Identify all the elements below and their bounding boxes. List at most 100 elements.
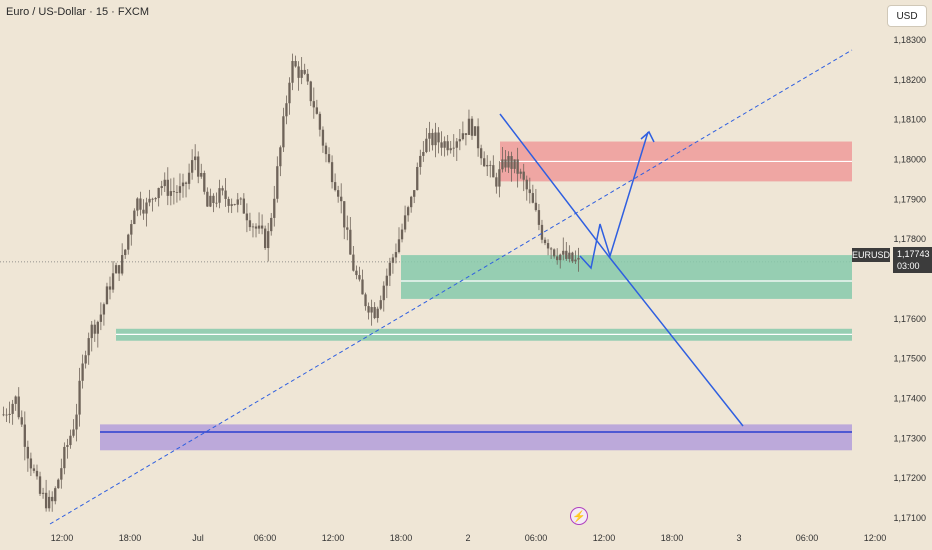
candle-body [194, 156, 197, 161]
candle-body [163, 179, 166, 187]
candle-body [568, 252, 571, 259]
candle-body [245, 213, 249, 221]
candle-body [44, 492, 48, 509]
candle-body [516, 159, 519, 174]
y-tick-label: 1,17500 [893, 354, 926, 364]
y-tick-label: 1,17800 [893, 234, 926, 244]
candle-body [552, 249, 556, 257]
candle-body [330, 162, 334, 183]
candle-body [206, 191, 209, 207]
candle-body [422, 152, 425, 156]
candle-body [473, 126, 477, 136]
candle-body [111, 273, 115, 290]
candle-body [498, 169, 501, 187]
zone-purple [100, 424, 852, 451]
candle-body [303, 69, 306, 74]
candle-body [400, 229, 404, 240]
candle-body [288, 82, 291, 104]
candle-body [373, 307, 376, 319]
candle-body [41, 492, 45, 494]
y-axis: 1,18300 1,18200 1,18100 1,18000 1,17900 1,178… [893, 35, 926, 523]
candle-body [306, 73, 309, 82]
candle-body [546, 243, 550, 249]
candle-body [81, 363, 84, 381]
x-tick-label: 18:00 [390, 533, 413, 543]
y-tick-label: 1,18200 [893, 75, 926, 85]
x-tick-label: 06:00 [254, 533, 277, 543]
trend-line [49, 49, 853, 525]
candle-body [166, 179, 169, 196]
candle-body [543, 239, 547, 244]
candle-body [130, 224, 133, 235]
candle-body [102, 304, 106, 315]
candle-body [105, 286, 109, 305]
candle-body [321, 129, 325, 146]
candle-body [449, 148, 452, 151]
candle-body [504, 159, 507, 168]
candle-body [181, 182, 185, 187]
candle-body [528, 189, 531, 194]
candle-body [154, 198, 157, 200]
candle-body [349, 229, 352, 255]
y-tick-label: 1,18100 [893, 115, 926, 125]
candle-body [66, 445, 69, 447]
candle-body [184, 182, 188, 184]
candle-body [8, 413, 11, 415]
candle-body [507, 156, 510, 168]
candle-body [534, 202, 538, 211]
candle-body [340, 196, 343, 202]
candle-body [382, 285, 385, 301]
candle-body [197, 156, 200, 177]
candle-body [410, 196, 413, 208]
candle-body [367, 306, 370, 313]
candle-body [242, 198, 246, 214]
candle-body [78, 380, 81, 415]
candle-body [352, 254, 355, 271]
candle-body [187, 172, 191, 184]
y-tick-label: 1,17900 [893, 194, 926, 204]
candle-body [486, 164, 489, 167]
candle-body [60, 468, 63, 480]
candle-body [370, 307, 373, 313]
candle-body [212, 195, 215, 204]
candle-body [5, 414, 8, 416]
candle-body [461, 133, 465, 140]
lightning-icon[interactable]: ⚡ [570, 507, 588, 525]
candle-body [230, 204, 233, 206]
candle-body [443, 141, 446, 148]
candle-body [127, 234, 130, 250]
zone-demand [401, 255, 852, 299]
candle-body [133, 210, 136, 225]
candle-body [17, 396, 20, 418]
candle-body [251, 226, 255, 228]
y-tick-label: 1,17300 [893, 433, 926, 443]
y-tick-label: 1,17200 [893, 473, 926, 483]
x-tick-label: 18:00 [661, 533, 684, 543]
candle-body [355, 270, 358, 276]
candle-body [148, 198, 151, 203]
candle-body [327, 154, 331, 163]
overlays [49, 49, 853, 525]
candle-body [178, 186, 182, 193]
candle-body [309, 81, 312, 102]
candle-body [397, 239, 401, 253]
candle-body [297, 66, 300, 78]
candle-body [279, 147, 282, 167]
candle-body [29, 458, 33, 469]
candle-body [63, 446, 66, 469]
candle-body [540, 224, 544, 240]
candle-body [114, 265, 118, 274]
candle-body [428, 132, 431, 139]
candle-body [559, 254, 562, 261]
candle-body [394, 252, 398, 258]
candle-body [300, 69, 303, 78]
y-tick-label: 1,17100 [893, 513, 926, 523]
candle-body [254, 226, 258, 229]
candle-body [69, 435, 72, 446]
x-tick-label: 2 [465, 533, 470, 543]
candle-body [11, 403, 14, 414]
currency-button[interactable]: USD [887, 5, 927, 27]
candle-body [343, 201, 346, 228]
candle-body [315, 107, 319, 114]
